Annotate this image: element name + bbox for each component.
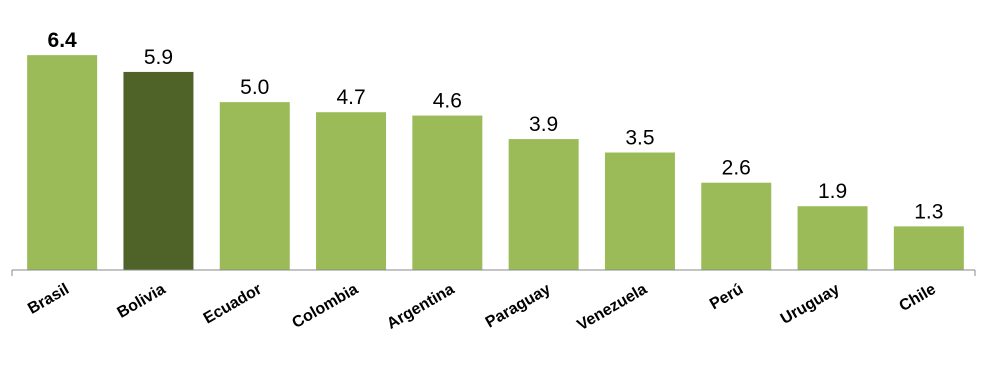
x-tick-label: Bolivia: [115, 281, 169, 322]
x-tick-label: Perú: [707, 281, 746, 314]
value-label: 1.9: [818, 180, 847, 203]
x-tick-label: Colombia: [289, 281, 361, 332]
x-tick-label: Argentina: [384, 281, 457, 333]
value-label: 6.4: [48, 29, 78, 52]
value-label: 1.3: [914, 200, 943, 223]
value-label: 3.5: [625, 127, 654, 150]
value-label: 5.0: [240, 76, 269, 99]
x-tick-label: Chile: [896, 281, 938, 315]
value-label: 4.7: [336, 86, 365, 109]
bar: [893, 226, 964, 270]
bar: [219, 102, 290, 271]
x-tick-label: Venezuela: [574, 281, 650, 334]
bar: [316, 112, 387, 270]
x-tick-label: Uruguay: [778, 281, 843, 328]
x-tick-label: Ecuador: [201, 281, 265, 328]
bar: [797, 206, 868, 270]
value-label: 2.6: [722, 157, 751, 180]
bar: [701, 182, 772, 270]
x-tick-label: Paraguay: [483, 281, 554, 332]
bar: [412, 115, 483, 270]
x-tick-label: Brasil: [25, 281, 72, 318]
value-label: 5.9: [144, 46, 173, 69]
bar: [123, 71, 194, 270]
bar: [604, 152, 675, 270]
value-label: 4.6: [433, 90, 462, 113]
bar: [508, 139, 579, 270]
value-label: 3.9: [529, 113, 558, 136]
bar: [27, 55, 98, 271]
